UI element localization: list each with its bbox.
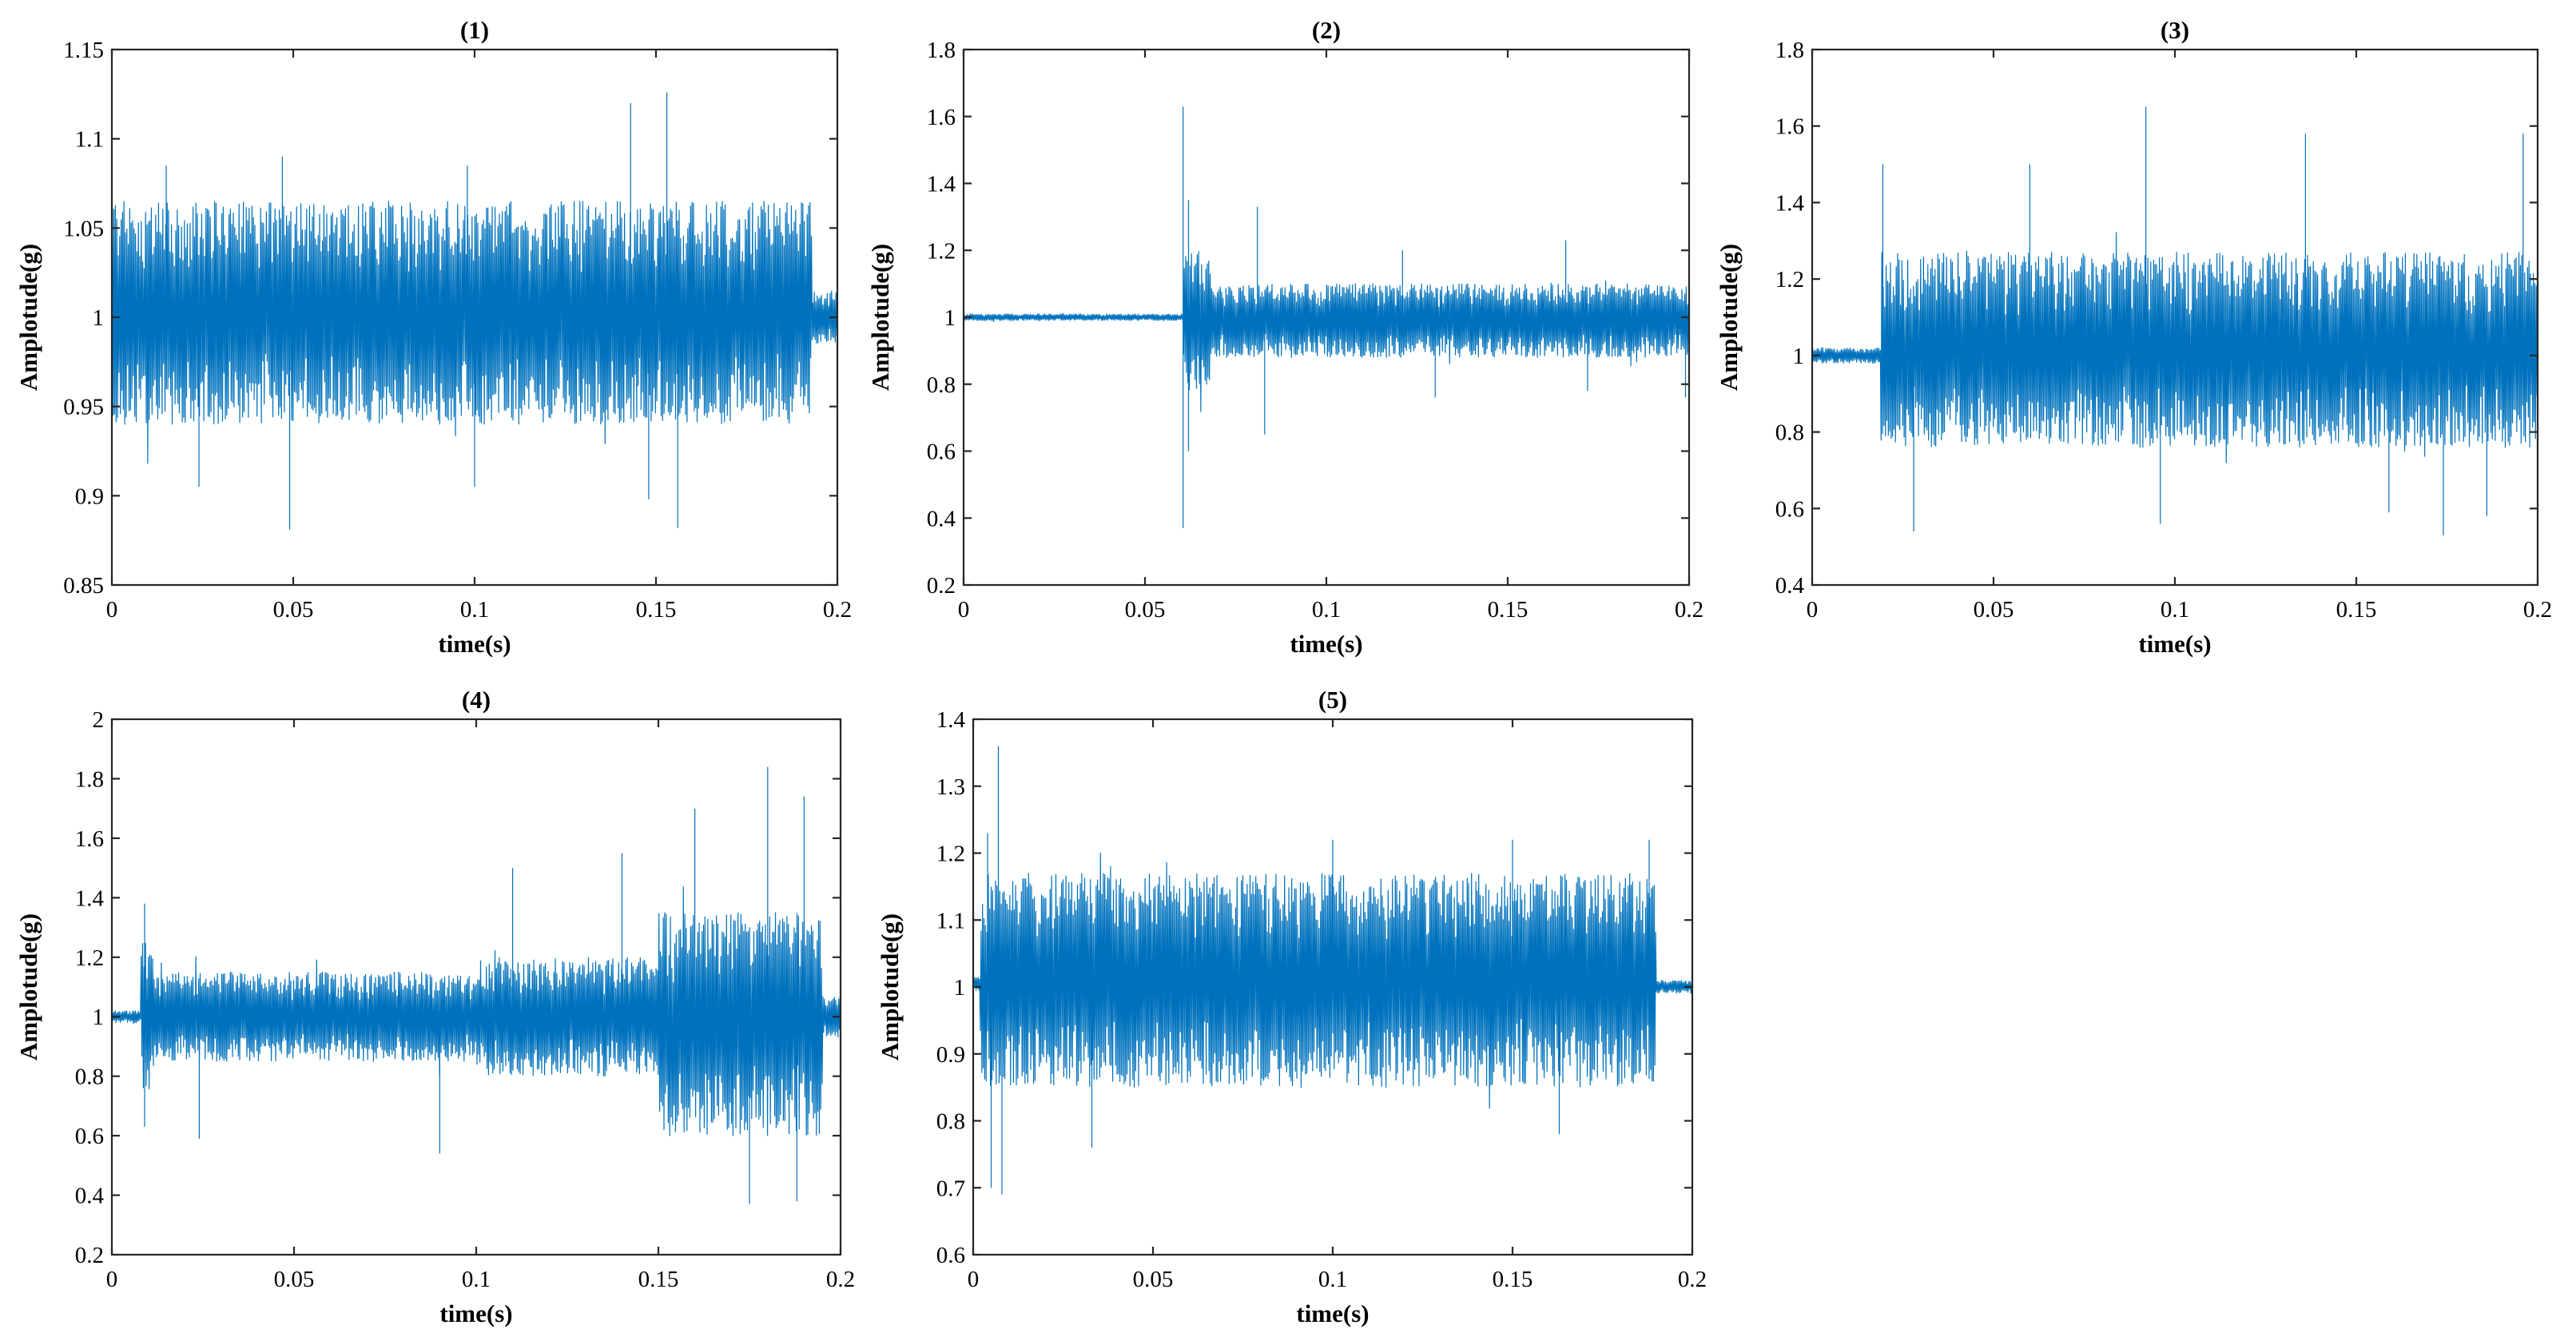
- x-tick-label: 0.1: [462, 1267, 491, 1292]
- x-tick-label: 0.15: [2336, 597, 2377, 623]
- y-tick-label: 1: [1793, 344, 1805, 369]
- y-tick-label: 0.6: [927, 440, 956, 465]
- y-tick-label: 0.4: [75, 1184, 105, 1209]
- x-tick-label: 0.05: [1974, 597, 2014, 623]
- y-tick-label: 0.9: [936, 1042, 965, 1068]
- y-tick-label: 0.7: [936, 1176, 965, 1201]
- x-tick-label: 0.2: [826, 1267, 855, 1292]
- x-axis-label: time(s): [438, 630, 511, 658]
- y-tick-label: 1.4: [927, 172, 956, 197]
- y-tick-label: 0.6: [75, 1124, 104, 1149]
- chart-title: (1): [460, 16, 489, 44]
- x-tick-label: 0: [106, 597, 118, 623]
- x-tick-label: 0: [958, 597, 970, 623]
- x-tick-label: 0.15: [1488, 597, 1529, 623]
- y-tick-label: 1.6: [1775, 114, 1804, 140]
- y-tick-label: 1.6: [927, 105, 956, 130]
- x-tick-label: 0.1: [460, 597, 489, 623]
- y-tick-label: 0.2: [927, 573, 956, 599]
- y-tick-label: 1.05: [63, 216, 104, 241]
- chart-title: (2): [1312, 16, 1341, 44]
- x-tick-label: 0.2: [1678, 1267, 1707, 1292]
- x-axis-label: time(s): [439, 1299, 512, 1327]
- y-tick-label: 1.4: [1775, 190, 1805, 216]
- y-tick-label: 1: [93, 305, 105, 331]
- signal-trace-4: [112, 766, 841, 1204]
- y-tick-label: 0.8: [75, 1064, 104, 1090]
- y-tick-label: 1.4: [75, 885, 105, 911]
- y-tick-label: 0.8: [1775, 420, 1804, 446]
- y-axis-label: Amplotude(g): [1715, 244, 1743, 391]
- y-tick-label: 1: [944, 305, 956, 331]
- x-tick-label: 0.2: [2523, 597, 2552, 623]
- y-tick-label: 0.4: [1775, 573, 1805, 599]
- y-tick-label: 1.3: [936, 774, 965, 800]
- chart-title: (5): [1318, 686, 1347, 714]
- x-tick-label: 0.05: [1133, 1267, 1174, 1292]
- y-tick-label: 1.1: [75, 127, 104, 153]
- y-axis-label: Amplotude(g): [14, 913, 42, 1060]
- x-axis-label: time(s): [1290, 630, 1362, 658]
- x-tick-label: 0.15: [638, 1267, 679, 1292]
- y-tick-label: 0.4: [927, 506, 956, 531]
- y-axis-label: Amplotude(g): [866, 244, 894, 391]
- y-tick-label: 0.8: [936, 1109, 965, 1135]
- signal-trace-2: [964, 106, 1689, 528]
- x-tick-label: 0.1: [1312, 597, 1341, 623]
- x-tick-label: 0.15: [636, 597, 677, 623]
- y-tick-label: 0.2: [75, 1243, 104, 1268]
- y-axis-label: Amplotude(g): [876, 913, 904, 1060]
- y-tick-label: 1.8: [75, 766, 104, 792]
- x-tick-label: 0.2: [1675, 597, 1703, 623]
- y-tick-label: 0.95: [63, 395, 104, 420]
- y-tick-label: 0.6: [936, 1243, 965, 1268]
- x-tick-label: 0.1: [1318, 1267, 1347, 1292]
- chart-4: 0 0.05 0.1 0.15 0.2 0.2 0.4 0.6 0.8 1 1.2 1.4 1.6 1.8…: [14, 686, 855, 1327]
- y-tick-label: 1.2: [936, 842, 965, 867]
- signal-trace-1: [112, 92, 837, 530]
- x-tick-label: 0: [1807, 597, 1819, 623]
- chart-3: 0 0.05 0.1 0.15 0.2 0.4 0.6 0.8 1 1.2 1.4 1.6 1.8 (3)…: [1715, 16, 2552, 658]
- x-tick-label: 0: [106, 1267, 118, 1292]
- y-tick-label: 1.6: [75, 826, 104, 852]
- y-tick-label: 1.2: [75, 945, 104, 971]
- x-axis-label: time(s): [2138, 630, 2211, 658]
- x-tick-label: 0.05: [274, 1267, 315, 1292]
- chart-5: 0 0.05 0.1 0.15 0.2 0.6 0.7 0.8 0.9 1 1.1 1.2 1.3 1.4…: [876, 686, 1707, 1327]
- x-tick-label: 0: [968, 1267, 980, 1292]
- y-tick-label: 0.8: [927, 372, 956, 398]
- y-tick-label: 1.8: [1775, 38, 1804, 63]
- x-tick-label: 0.2: [823, 597, 852, 623]
- y-tick-label: 1.8: [927, 38, 956, 63]
- y-axis-label: Amplotude(g): [14, 244, 42, 391]
- y-tick-label: 1: [954, 975, 966, 1001]
- y-tick-label: 1: [93, 1005, 105, 1030]
- y-tick-label: 0.6: [1775, 496, 1804, 522]
- chart-2: 0 0.05 0.1 0.15 0.2 0.2 0.4 0.6 0.8 1 1.2 1.4 1.6 1.8…: [866, 16, 1703, 658]
- chart-1: 0 0.05 0.1 0.15 0.2 0.85 0.9 0.95 1 1.05 1.1 1.15 (1…: [14, 16, 852, 658]
- y-tick-label: 0.9: [75, 483, 104, 509]
- y-tick-label: 2: [93, 707, 105, 733]
- signal-trace-5: [973, 746, 1692, 1195]
- x-tick-label: 0.05: [1125, 597, 1166, 623]
- y-tick-label: 1.1: [936, 908, 965, 933]
- y-tick-label: 1.15: [63, 38, 104, 63]
- chart-title: (3): [2161, 16, 2189, 44]
- x-tick-label: 0.05: [273, 597, 314, 623]
- x-tick-label: 0.15: [1493, 1267, 1533, 1292]
- signal-trace-3: [1812, 106, 2538, 535]
- y-tick-label: 1.2: [1775, 267, 1804, 292]
- y-tick-label: 1.4: [936, 707, 966, 733]
- y-tick-label: 1.2: [927, 238, 956, 264]
- x-tick-label: 0.1: [2161, 597, 2189, 623]
- chart-title: (4): [462, 686, 491, 714]
- y-tick-label: 0.85: [63, 573, 104, 599]
- x-axis-label: time(s): [1296, 1299, 1369, 1327]
